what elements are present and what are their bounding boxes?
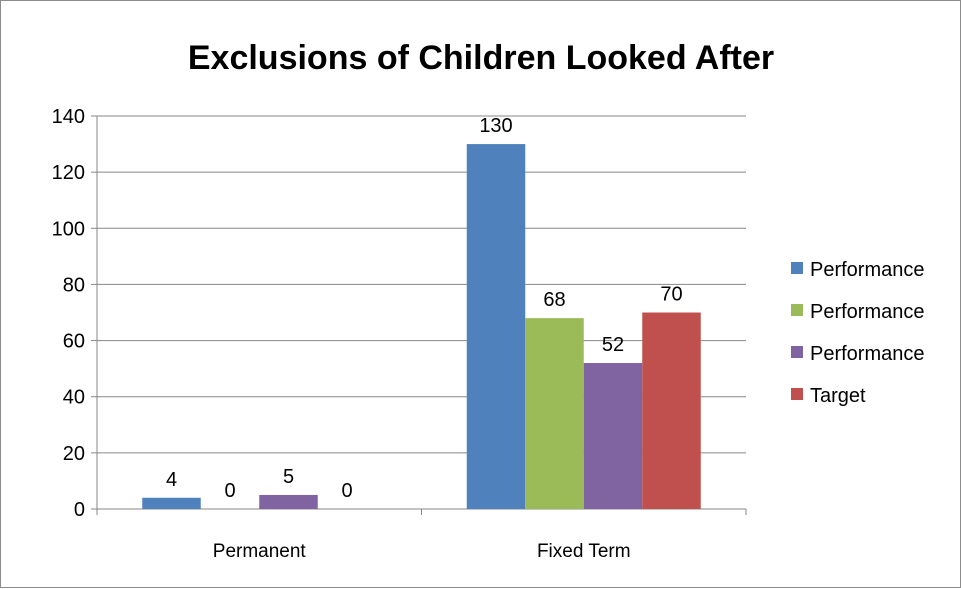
y-tick-label-120: 120: [52, 162, 85, 184]
bars: [142, 144, 701, 510]
bar-permanent-series-0: [142, 497, 201, 509]
bar-fixed-term-series-2: [583, 363, 643, 509]
gridlines: [97, 115, 746, 454]
data-label-0-2: 5: [283, 466, 294, 488]
bar-permanent-series-2: [259, 494, 318, 509]
legend-label-2: Performance: [810, 343, 925, 365]
legend-label-3: Target: [810, 385, 866, 407]
legend-swatch-0: [791, 262, 803, 274]
legend-label-0: Performance: [810, 259, 925, 281]
legend: Performance Performance Performance Target: [791, 259, 925, 407]
y-axis-ticks: 0 20 40 60 80 100 120 140: [52, 106, 97, 521]
y-tick-label-20: 20: [63, 443, 85, 465]
data-label-0-0: 4: [166, 469, 177, 491]
bar-fixed-term-series-0: [466, 144, 526, 510]
data-label-0-3: 0: [341, 480, 352, 502]
legend-swatch-1: [791, 304, 803, 316]
data-label-1-0: 130: [479, 115, 512, 137]
bar-fixed-term-series-1: [525, 318, 584, 509]
y-tick-label-140: 140: [52, 106, 85, 128]
y-tick-label-0: 0: [74, 499, 85, 521]
data-labels: 4 0 5 0 130 68 52 70: [166, 115, 683, 502]
bar-fixed-term-series-3: [642, 312, 701, 509]
data-label-1-3: 70: [660, 284, 682, 306]
chart-title: Exclusions of Children Looked After: [188, 39, 774, 77]
category-label-1: Fixed Term: [537, 541, 631, 562]
legend-label-1: Performance: [810, 301, 925, 323]
data-label-1-2: 52: [602, 334, 624, 356]
category-labels: Permanent Fixed Term: [213, 541, 631, 562]
y-tick-label-60: 60: [63, 331, 85, 353]
category-label-0: Permanent: [213, 541, 307, 562]
data-label-0-1: 0: [224, 480, 235, 502]
y-tick-label-100: 100: [52, 218, 85, 240]
y-tick-label-80: 80: [63, 274, 85, 296]
y-tick-label-40: 40: [63, 387, 85, 409]
legend-swatch-3: [791, 388, 803, 400]
data-label-1-1: 68: [543, 289, 565, 311]
legend-swatch-2: [791, 346, 803, 358]
